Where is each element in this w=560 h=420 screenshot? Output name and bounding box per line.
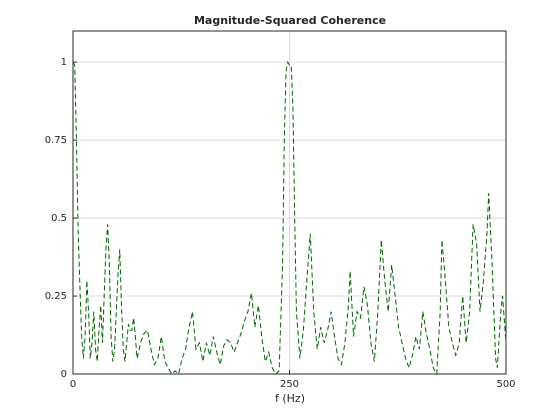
- chart-title: Magnitude-Squared Coherence: [194, 14, 386, 27]
- x-axis-label: f (Hz): [275, 392, 305, 405]
- y-tick-label: 0.75: [45, 135, 67, 146]
- y-tick-label: 0: [61, 369, 67, 380]
- x-tick-label: 500: [496, 379, 515, 390]
- x-tick-label: 250: [280, 379, 299, 390]
- data-line: [72, 60, 507, 376]
- x-tick-label: 0: [70, 379, 76, 390]
- plot-frame: [72, 30, 507, 375]
- y-tick-label: 1: [61, 57, 67, 68]
- y-tick-label: 0.25: [45, 291, 67, 302]
- y-tick-label: 0.5: [51, 213, 67, 224]
